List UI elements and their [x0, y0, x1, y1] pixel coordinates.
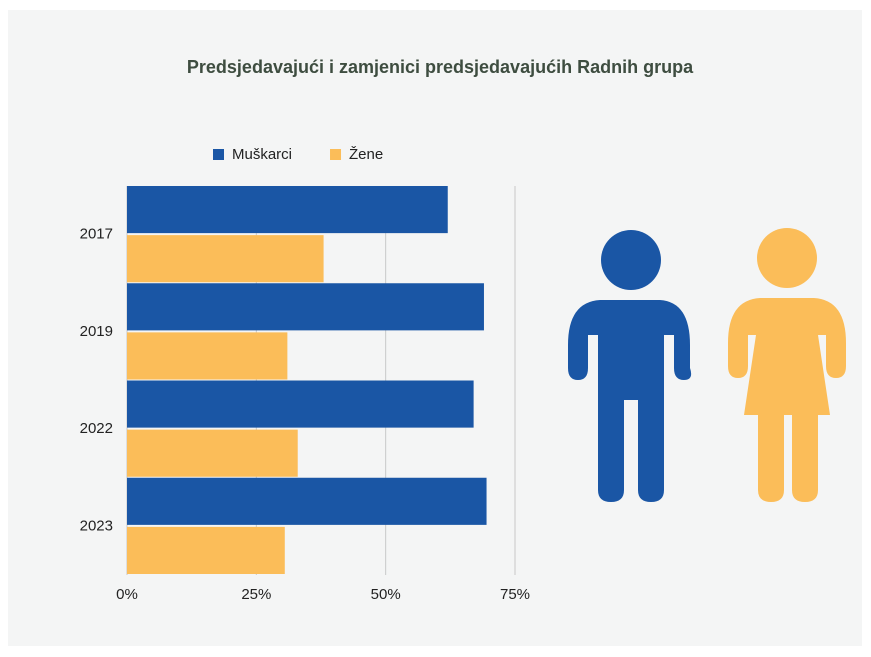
legend-label: Žene	[349, 146, 383, 163]
legend-label: Muškarci	[232, 146, 292, 163]
chart-title: Predsjedavajući i zamjenici predsjedavaj…	[187, 57, 694, 77]
man-icon	[568, 230, 692, 502]
bar	[127, 332, 288, 380]
bar	[127, 429, 298, 477]
y-tick-label: 2019	[80, 323, 113, 340]
x-tick-label: 50%	[371, 586, 401, 603]
woman-icon	[728, 228, 846, 502]
bar	[127, 283, 484, 331]
bar	[127, 477, 487, 525]
legend-swatch	[213, 149, 224, 160]
y-tick-label: 2022	[80, 420, 113, 437]
bar	[127, 186, 448, 234]
y-tick-label: 2017	[80, 226, 113, 243]
legend-swatch	[330, 149, 342, 160]
bar	[127, 380, 474, 428]
x-tick-label: 25%	[241, 586, 271, 603]
bar	[127, 526, 285, 574]
x-tick-label: 75%	[500, 586, 530, 603]
bar	[127, 235, 324, 283]
y-tick-label: 2023	[80, 517, 113, 534]
x-tick-label: 0%	[116, 586, 138, 603]
